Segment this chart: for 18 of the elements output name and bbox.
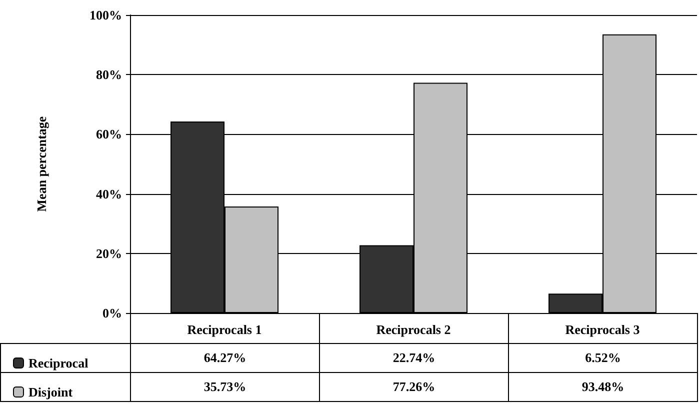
legend-label: Reciprocal — [28, 356, 89, 370]
data-label: 35.73% — [130, 372, 320, 402]
x-tick-label: Reciprocals 1 — [187, 322, 262, 337]
legend-label: Disjoint — [28, 384, 74, 400]
x-tick-label: Reciprocals 3 — [565, 322, 640, 337]
y-tick-label: 20% — [96, 246, 122, 261]
y-tick-label: 0% — [102, 306, 122, 320]
y-tick-label: 100% — [90, 8, 122, 22]
x-tick-label: Reciprocals 2 — [376, 322, 451, 337]
data-label: 64.27% — [130, 343, 320, 373]
y-tick-label: 40% — [96, 186, 122, 202]
y-axis-title: Mean percentage — [34, 116, 49, 212]
data-label: 77.26% — [319, 372, 509, 402]
y-tick-label: 80% — [96, 67, 122, 82]
data-label: 6.52% — [508, 343, 698, 373]
data-label: 22.74% — [319, 343, 509, 373]
data-label: 93.48% — [508, 372, 698, 402]
y-tick-label: 60% — [96, 126, 122, 142]
